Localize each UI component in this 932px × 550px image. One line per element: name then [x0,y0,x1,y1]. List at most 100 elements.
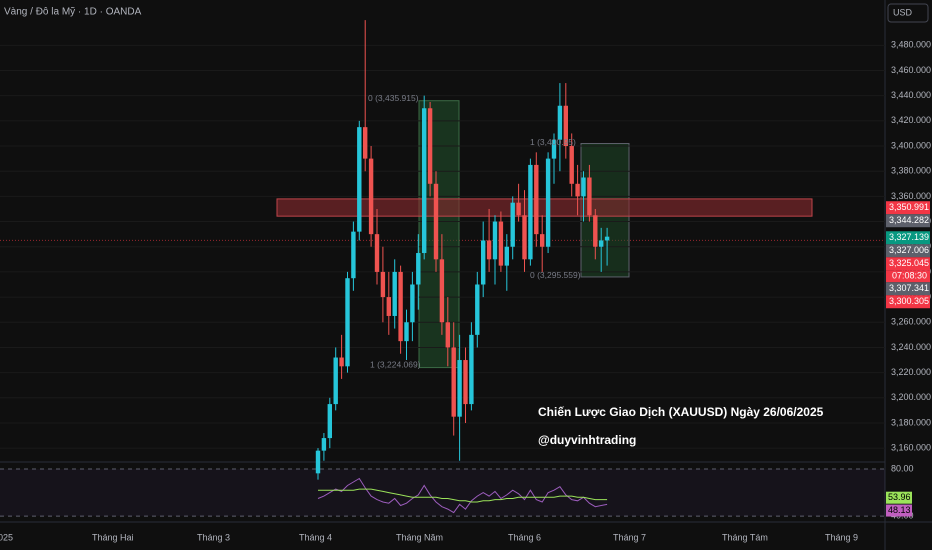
candle-body [451,347,456,417]
y-tick-label: 3,460.000 [891,65,931,75]
candle-body [463,360,468,405]
candle-body [327,404,332,439]
candle-body [557,105,563,140]
price-tag-label: 3,327.139 [889,232,929,242]
rsi-tag [886,491,912,504]
candle-body [439,259,445,323]
candle-body [363,127,368,159]
rsi-tick-label: 80.00 [891,463,914,473]
candle-body [581,177,586,197]
candle-body [534,164,539,235]
fib-label: 0 (3,435.915) [368,93,419,103]
x-tick-label: Tháng 3 [197,532,230,542]
price-tag [886,214,930,228]
chart-title: Vàng / Đô la Mỹ · 1D · OANDA [4,7,142,18]
price-tag-label: 3,344.282 [889,215,929,225]
price-tag [886,282,930,296]
candle-body [398,271,403,342]
zone [276,198,813,217]
candle-body [545,158,551,247]
candle-body [345,278,350,367]
candle-body [593,215,598,247]
candle-body [528,164,533,260]
price-tag [886,244,930,258]
x-tick-label: Tháng 4 [299,532,332,542]
candle-body [404,322,409,342]
candle-body [445,322,450,348]
y-tick-label: 3,480.000 [891,40,931,50]
candle-body [516,202,521,216]
candle-body [339,357,344,367]
candle-body [563,105,568,147]
price-tag-label: 3,325.045 [889,258,929,268]
price-tag [886,231,930,245]
y-tick-label: 3,160.000 [891,443,931,453]
candle-body [380,271,386,298]
candle-body [315,450,321,474]
candle-body [357,127,362,232]
candle-body [368,158,374,235]
candle-body [422,108,427,254]
candle-body [416,253,421,285]
x-tick-label: 025 [0,532,13,542]
candle-body [551,139,557,159]
candle-body [481,240,486,285]
x-tick-label: Tháng 6 [508,532,541,542]
y-tick-label: 3,200.000 [891,392,931,402]
x-tick-label: Tháng Năm [396,532,443,542]
fib-label: 1 (3,400.95) [530,137,576,147]
candle-body [569,146,574,184]
rsi-tag-label: 53.96 [888,492,911,502]
y-tick-label: 3,400.000 [891,140,931,150]
fib-label: 1 (3,224.069) [370,360,421,370]
y-tick-label: 3,420.000 [891,115,931,125]
y-tick-label: 3,220.000 [891,367,931,377]
price-tag [886,295,930,309]
annotation: @duyvinhtrading [538,433,636,447]
y-tick-label: 3,180.000 [891,417,931,427]
candle-body [321,438,327,451]
price-tag [886,201,930,215]
price-tag-label: 3,307.341 [889,283,929,293]
x-tick-label: Tháng 9 [825,532,858,542]
candle-body [433,183,439,260]
candle-body [333,357,338,405]
candle-body [351,231,356,279]
x-tick-label: Tháng Hai [92,532,134,542]
y-tick-label: 3,260.000 [891,317,931,327]
annotation: Chiến Lược Giao Dịch (XAUUSD) Ngày 26/06… [538,405,824,419]
price-tag [886,257,930,271]
fib-label: 0 (3,295.559) [530,270,581,280]
price-tag-label: 3,350.991 [889,202,929,212]
countdown: 07:08:30 [892,271,927,281]
countdown-bg [886,270,930,283]
x-tick-label: Tháng Tám [722,532,768,542]
currency-button[interactable] [887,3,929,23]
candle-body [374,234,380,272]
candle-body [410,284,415,323]
rsi-tag [886,504,912,517]
candle-body [475,284,480,335]
price-tag-label: 3,327.006 [889,245,929,255]
candle-body [587,177,592,216]
rsi-tag-label: 48.13 [888,505,911,515]
candle-body [522,215,527,260]
y-tick-label: 3,240.000 [891,342,931,352]
candle-body [498,221,504,266]
candle-body [427,108,433,184]
currency: USD [893,7,913,17]
candle-body [604,236,610,241]
candle-body [510,202,515,247]
rsi-ma-line [318,488,608,503]
candle-body [392,271,397,316]
price-tag-label: 3,300.305 [889,296,929,306]
x-tick-label: Tháng 7 [613,532,646,542]
rsi-band [0,469,885,517]
candle-body [386,297,391,316]
candle-body [486,240,492,260]
candle-body [492,221,498,260]
candle-body [504,246,509,266]
y-tick-label: 3,360.000 [891,191,931,201]
